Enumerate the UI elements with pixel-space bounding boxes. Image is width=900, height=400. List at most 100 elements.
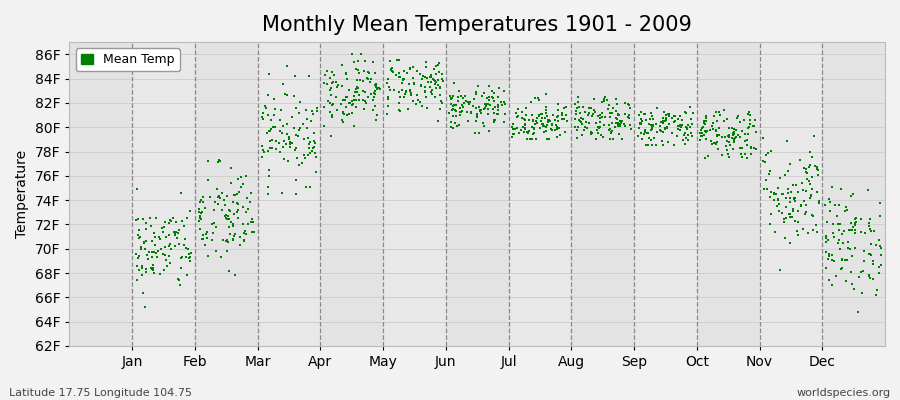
Point: [448, 113, 463, 119]
Point: [721, 151, 735, 158]
Point: [357, 68, 372, 74]
Bar: [697, 42, 760, 346]
Point: [604, 129, 618, 136]
Point: [605, 128, 619, 134]
Point: [256, 109, 271, 116]
Point: [570, 104, 584, 111]
Point: [137, 239, 151, 245]
Point: [805, 192, 819, 198]
Point: [621, 114, 635, 120]
Point: [230, 215, 245, 221]
Point: [171, 229, 185, 236]
Point: [525, 136, 539, 142]
Point: [829, 273, 843, 279]
Point: [577, 127, 591, 133]
Point: [422, 74, 436, 80]
Point: [805, 186, 819, 192]
Point: [157, 224, 171, 230]
Point: [810, 164, 824, 170]
Point: [428, 78, 442, 84]
Point: [803, 181, 817, 188]
Point: [174, 190, 188, 196]
Point: [795, 202, 809, 209]
Point: [207, 198, 221, 205]
Point: [422, 84, 436, 90]
Point: [325, 80, 339, 86]
Point: [722, 124, 736, 131]
Point: [802, 163, 816, 170]
Point: [872, 237, 886, 243]
Point: [302, 183, 317, 190]
Text: worldspecies.org: worldspecies.org: [796, 388, 891, 398]
Point: [588, 108, 602, 115]
Point: [705, 141, 719, 147]
Point: [597, 122, 611, 129]
Point: [532, 111, 546, 118]
Point: [467, 130, 482, 136]
Point: [226, 198, 240, 205]
Point: [307, 130, 321, 136]
Point: [526, 126, 541, 132]
Point: [230, 191, 245, 198]
Point: [821, 237, 835, 244]
Point: [230, 200, 245, 206]
Point: [231, 176, 246, 182]
Point: [368, 103, 382, 110]
Point: [482, 83, 496, 89]
Point: [758, 159, 772, 165]
Point: [656, 142, 670, 149]
Point: [576, 104, 590, 110]
Point: [361, 69, 375, 75]
Point: [786, 182, 800, 188]
Point: [667, 119, 681, 125]
Point: [778, 204, 793, 210]
Point: [397, 68, 411, 74]
Point: [212, 194, 227, 201]
Point: [634, 121, 648, 127]
Point: [486, 94, 500, 101]
Point: [444, 124, 458, 130]
Point: [706, 126, 721, 133]
Point: [787, 196, 801, 202]
Point: [539, 110, 554, 116]
Point: [554, 132, 568, 138]
Point: [593, 119, 608, 126]
Point: [624, 126, 638, 132]
Point: [719, 138, 733, 144]
Point: [330, 106, 345, 113]
Point: [452, 122, 466, 128]
Point: [536, 120, 550, 127]
Point: [294, 160, 309, 166]
Point: [812, 198, 826, 205]
Point: [848, 222, 862, 228]
Point: [155, 225, 169, 231]
Point: [404, 92, 419, 98]
Point: [472, 130, 487, 136]
Point: [401, 81, 416, 87]
Point: [491, 102, 505, 108]
Point: [482, 96, 496, 103]
Point: [511, 106, 526, 112]
Point: [156, 251, 170, 257]
Point: [135, 272, 149, 278]
Point: [590, 127, 604, 134]
Point: [596, 134, 610, 140]
Point: [681, 132, 696, 138]
Point: [644, 126, 659, 132]
Point: [749, 129, 763, 135]
Point: [470, 113, 484, 120]
Point: [830, 213, 844, 220]
Point: [142, 248, 157, 255]
Point: [821, 256, 835, 262]
Point: [727, 126, 742, 133]
Point: [696, 133, 710, 139]
Point: [222, 267, 237, 274]
Point: [394, 87, 409, 93]
Point: [289, 132, 303, 138]
Point: [650, 104, 664, 111]
Point: [700, 128, 715, 134]
Point: [767, 190, 781, 197]
Point: [239, 209, 254, 216]
Point: [426, 75, 440, 82]
Point: [174, 264, 188, 271]
